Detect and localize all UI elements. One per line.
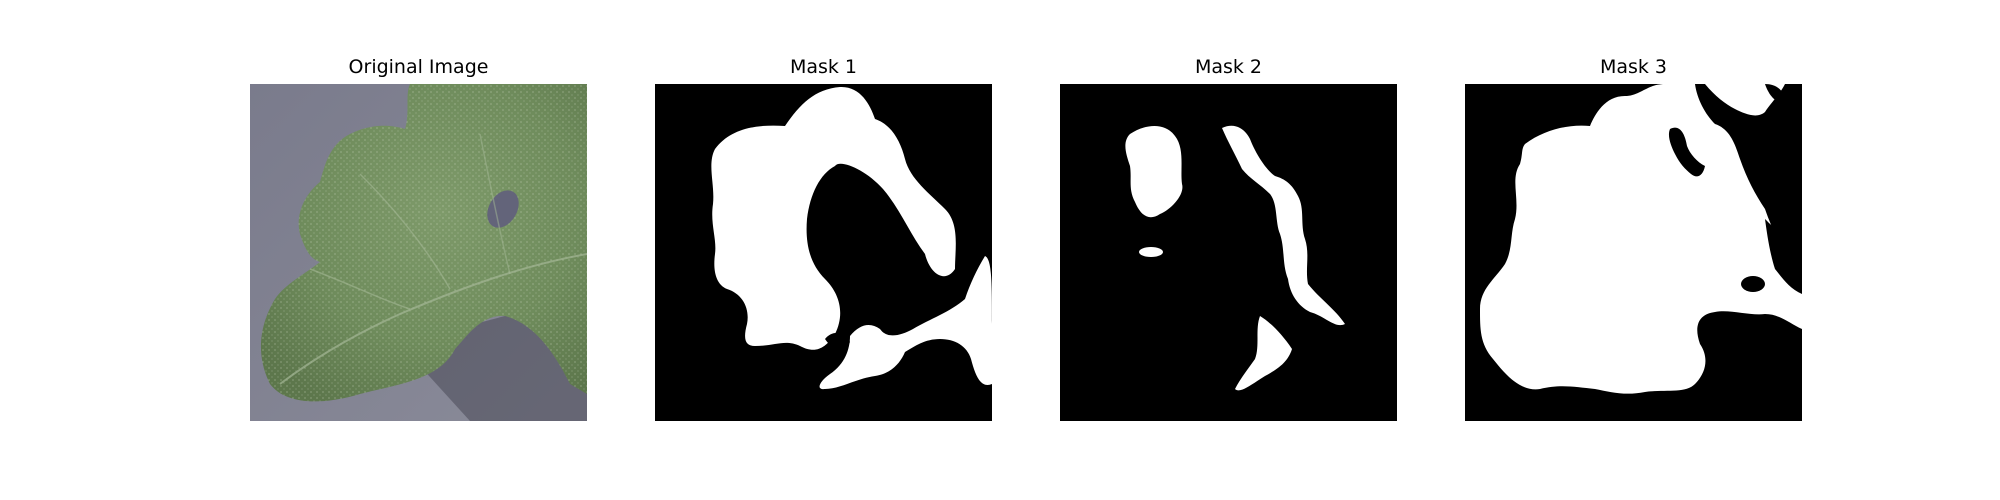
original-leaf-photo <box>250 84 587 421</box>
mask-2-panel <box>1060 84 1397 421</box>
mask-2-image <box>1060 84 1397 421</box>
panel-title-mask-3: Mask 3 <box>1599 56 1668 78</box>
panel-title-mask-2: Mask 2 <box>1194 56 1263 78</box>
mask-3-image <box>1465 84 1802 421</box>
panel-title-mask-1: Mask 1 <box>789 56 858 78</box>
mask-3-panel <box>1465 84 1802 421</box>
mask-1-panel <box>655 84 992 421</box>
original-image-panel <box>250 84 587 421</box>
mask-1-image <box>655 84 992 421</box>
panel-title-original: Original Image <box>348 56 489 78</box>
